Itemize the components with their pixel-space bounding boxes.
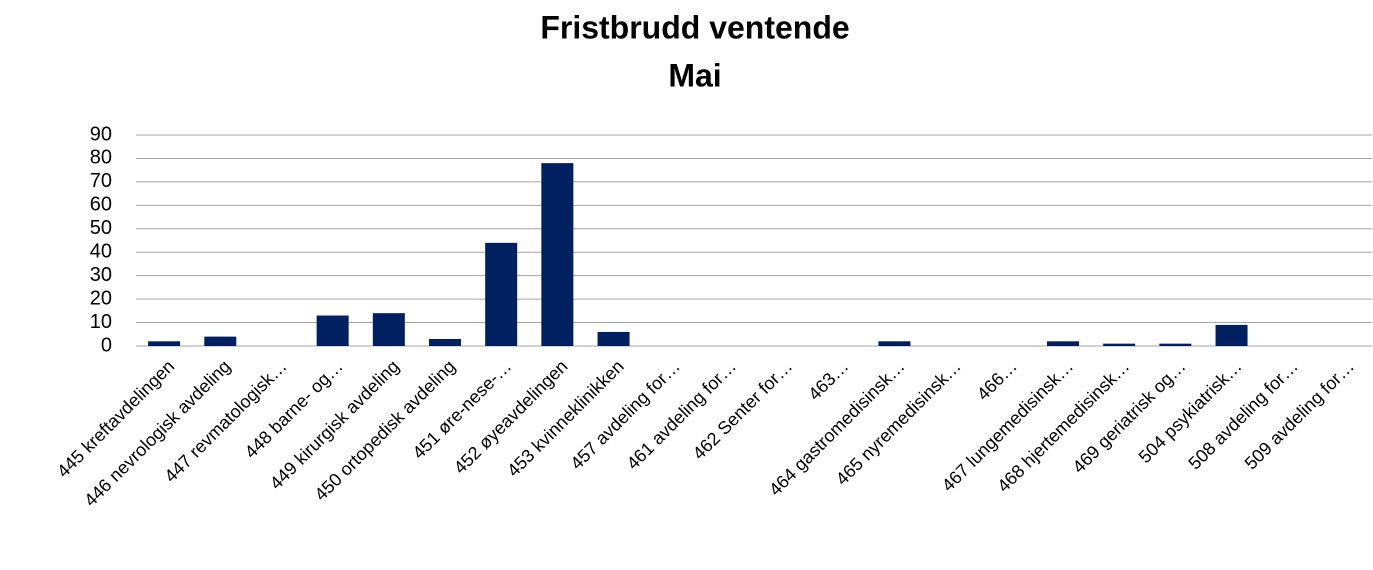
y-tick-label: 0 <box>101 334 112 356</box>
x-tick-label: 509 avdeling for… <box>1241 356 1358 473</box>
chart-title: Fristbrudd ventende <box>540 9 849 45</box>
x-tick-label: 448 barne- og… <box>241 356 347 462</box>
chart-subtitle: Mai <box>668 57 721 93</box>
bar <box>429 338 461 346</box>
bar <box>1103 343 1136 346</box>
bar <box>316 315 349 346</box>
bar <box>372 313 405 346</box>
y-tick-label: 60 <box>90 194 112 216</box>
y-tick-label: 30 <box>90 264 112 286</box>
bar <box>1159 343 1192 346</box>
x-tick-label: 463… <box>804 356 852 404</box>
x-tick-label: 466… <box>973 356 1021 404</box>
bar <box>204 336 237 346</box>
y-tick-label: 50 <box>90 217 112 239</box>
y-tick-label: 40 <box>90 241 112 263</box>
x-tick-label: 504 psykiatrisk… <box>1135 356 1246 467</box>
bar <box>1215 324 1248 346</box>
y-tick-label: 10 <box>90 311 112 333</box>
y-tick-label: 70 <box>90 170 112 192</box>
y-tick-label: 80 <box>90 147 112 169</box>
bar <box>485 242 518 346</box>
bar <box>541 163 574 346</box>
x-tick-label: 462 Senter for… <box>689 356 797 464</box>
y-tick-label: 20 <box>90 287 112 309</box>
bar <box>148 341 181 346</box>
x-tick-label: 451 øre-nese-… <box>409 356 516 463</box>
y-tick-label: 90 <box>90 123 112 145</box>
bar <box>878 341 911 346</box>
bar <box>1047 341 1079 346</box>
bar <box>597 331 630 346</box>
